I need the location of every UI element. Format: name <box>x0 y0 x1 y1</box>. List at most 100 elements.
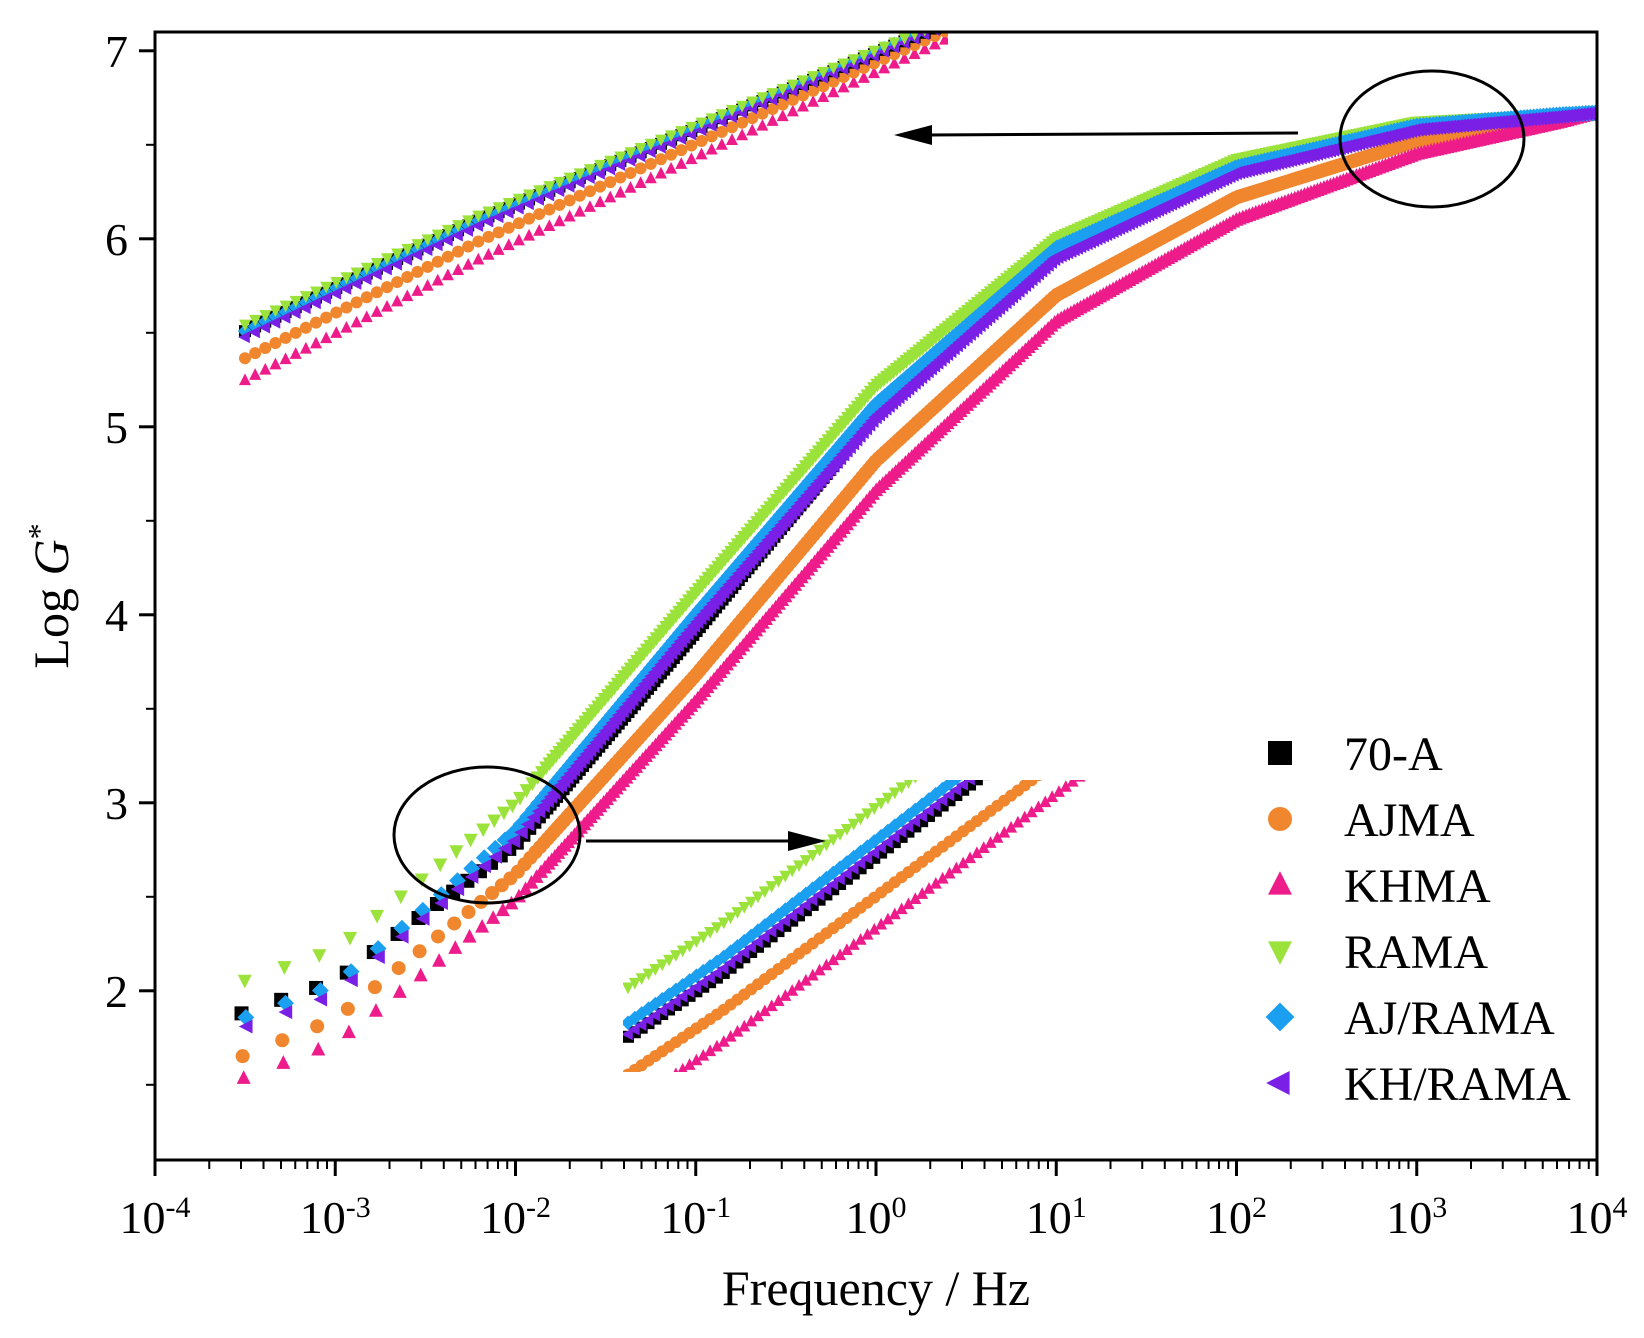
x-tick-label: 100 <box>846 1191 907 1244</box>
data-point <box>970 755 984 769</box>
data-point <box>1025 805 1038 818</box>
data-point <box>279 331 292 344</box>
data-point <box>1045 710 1057 722</box>
data-point <box>772 875 785 888</box>
data-point <box>491 211 504 224</box>
data-point <box>1094 723 1106 735</box>
data-point <box>562 180 575 193</box>
data-point <box>563 194 576 207</box>
data-point <box>1080 690 1092 702</box>
data-point <box>654 141 666 154</box>
data-point <box>492 226 505 239</box>
data-point <box>950 861 963 874</box>
data-point <box>875 917 888 930</box>
data-point <box>766 114 779 126</box>
data-point <box>472 210 485 223</box>
data-point <box>310 336 323 349</box>
data-point <box>1025 726 1037 738</box>
data-point <box>837 58 850 71</box>
data-point <box>430 239 443 252</box>
data-point <box>488 849 502 864</box>
legend-label: AJMA <box>1344 794 1475 847</box>
data-point <box>981 780 982 781</box>
data-point <box>765 999 778 1012</box>
data-point <box>1053 711 1065 723</box>
data-point <box>259 342 272 355</box>
data-point <box>716 962 729 975</box>
data-point <box>758 1004 771 1017</box>
data-point <box>938 20 950 32</box>
annotations <box>392 69 1526 905</box>
data-point <box>1034 780 1043 782</box>
data-point <box>649 1081 661 1093</box>
data-point <box>991 758 1003 770</box>
data-point <box>330 276 343 289</box>
data-point <box>675 157 688 169</box>
data-point <box>642 968 655 981</box>
legend: 70-A AJMA KHMA RAMA AJ/RAMA KH/RAMA <box>1265 728 1571 1111</box>
data-point <box>526 810 541 825</box>
y-axis-ticks: 2 3 4 5 6 7 <box>105 26 155 1086</box>
data-point <box>696 976 709 989</box>
data-point <box>401 289 414 302</box>
data-point <box>827 953 840 966</box>
data-point <box>1032 800 1045 813</box>
data-point <box>381 281 394 294</box>
data-point <box>431 229 444 242</box>
inset-series-rama <box>239 32 935 332</box>
data-point <box>1059 700 1071 712</box>
data-point <box>898 52 911 64</box>
data-point <box>369 268 382 281</box>
inset-series-ajma <box>623 723 1106 1072</box>
data-point <box>523 228 536 241</box>
data-point <box>799 855 812 867</box>
data-point <box>583 171 595 184</box>
data-point <box>827 85 840 98</box>
data-point <box>1073 695 1085 707</box>
data-point <box>1011 815 1024 828</box>
data-point <box>414 873 429 888</box>
data-point <box>1080 642 1092 654</box>
data-point <box>690 936 703 948</box>
data-point <box>796 80 808 93</box>
data-point <box>1026 684 1038 696</box>
data-point <box>868 803 881 815</box>
data-point <box>715 125 728 138</box>
data-point <box>349 277 362 290</box>
data-point <box>1060 749 1072 761</box>
data-point <box>957 856 970 869</box>
data-point <box>1093 674 1105 686</box>
data-point <box>259 362 272 375</box>
data-point <box>343 931 358 946</box>
data-point <box>380 263 392 276</box>
data-point <box>1011 737 1023 749</box>
data-point <box>950 741 962 753</box>
data-point <box>881 836 893 849</box>
legend-item: KHMA <box>1268 860 1491 913</box>
data-point <box>475 849 493 867</box>
data-point <box>696 963 711 979</box>
data-point <box>553 198 566 211</box>
data-point <box>309 297 321 310</box>
data-point <box>1032 678 1044 690</box>
data-point <box>350 296 363 309</box>
y-tick-label: 4 <box>105 590 128 641</box>
data-point <box>1073 780 1086 782</box>
inset-series-rama <box>623 642 1092 995</box>
data-point <box>751 891 764 904</box>
data-point <box>239 373 251 386</box>
data-point <box>738 1019 751 1032</box>
data-point <box>1039 795 1052 808</box>
data-point <box>751 936 763 949</box>
data-point <box>583 200 596 212</box>
data-point <box>944 746 956 758</box>
data-point <box>766 103 779 116</box>
data-point <box>1018 719 1032 733</box>
data-point <box>289 326 302 339</box>
data-point <box>744 941 756 954</box>
data-point <box>634 1018 647 1031</box>
data-point <box>785 84 798 97</box>
data-point <box>725 133 738 146</box>
data-point <box>717 917 730 930</box>
data-point <box>807 95 820 107</box>
